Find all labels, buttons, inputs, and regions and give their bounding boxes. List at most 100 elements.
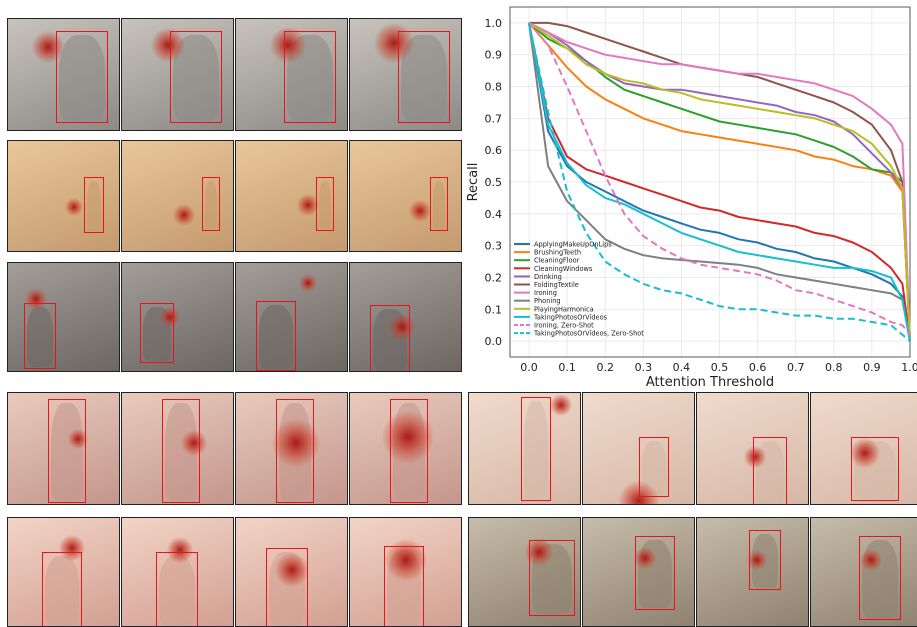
bounding-box [156,552,198,626]
x-tick-label: 1.0 [901,361,917,374]
legend-label: Phoning [534,297,561,305]
bounding-box [266,548,308,626]
image-panel [349,517,462,627]
plot-frame [509,6,911,358]
series-line [528,22,911,342]
legend-label: ApplyingMakeUpOnLips [534,241,612,249]
person-silhouette [87,181,101,231]
y-tick-label: 0.1 [485,303,503,316]
image-panel [810,517,917,627]
attention-heatmap [65,198,83,216]
image-panel [7,140,120,252]
x-tick-label: 0.5 [711,361,729,374]
series-line [528,22,911,342]
y-tick-label: 0.2 [485,271,503,284]
bounding-box [749,530,781,590]
attention-heatmap [25,288,47,310]
image-panel [7,517,120,627]
series-line [528,22,911,342]
bounding-box [390,399,428,503]
image-panel [582,392,695,505]
bounding-box [56,31,108,123]
attention-heatmap [59,535,85,561]
bounding-box [398,31,450,123]
image-panel [349,262,462,372]
series-line [528,22,911,342]
bounding-box [48,399,86,503]
attention-heatmap [634,547,656,569]
attention-heatmap [272,419,320,467]
image-panel [582,517,695,627]
legend-label: TakingPhotosOrVideos, Zero-Shot [533,330,644,338]
person-silhouette [259,305,293,369]
y-axis-label: Recall [466,163,481,202]
y-tick-label: 0.9 [485,49,503,62]
bounding-box [24,303,56,369]
bounding-box [316,177,334,231]
attention-heatmap [275,553,309,587]
x-tick-label: 0.3 [635,361,653,374]
image-panel [235,392,348,505]
attention-heatmap [167,537,193,563]
image-panel [468,392,581,505]
attention-heatmap [374,23,414,63]
legend-label: BrushingTeeth [534,249,581,257]
person-silhouette [59,35,105,121]
attention-heatmap [151,28,185,62]
attention-heatmap [32,31,64,63]
legend-label: CleaningFloor [534,257,580,265]
legend-label: Ironing, Zero-Shot [534,322,594,330]
bounding-box [256,301,296,371]
attention-heatmap [173,204,195,226]
bounding-box [140,303,174,363]
bounding-box [370,305,410,371]
attention-heatmap [744,446,766,468]
legend-label: FoldingTextile [534,281,579,289]
image-panel [468,517,581,627]
attention-heatmap [181,430,207,456]
attention-heatmap [409,200,431,222]
series-lines [528,21,911,342]
y-tick-label: 0.4 [485,208,503,221]
bounding-box [202,177,220,231]
bounding-box [521,397,551,501]
person-silhouette [27,307,53,367]
image-panel [696,392,809,505]
y-tick-label: 0.7 [485,112,503,125]
y-tick-label: 0.5 [485,176,503,189]
attention-heatmap [550,394,572,416]
x-tick-label: 0.8 [825,361,843,374]
image-panel [7,392,120,505]
chart-legend: ApplyingMakeUpOnLipsBrushingTeethCleanin… [514,241,644,338]
attention-heatmap [270,27,306,63]
bounding-box [84,177,104,233]
legend-label: Ironing [534,289,557,297]
x-tick-label: 0.1 [558,361,576,374]
attention-heatmap [747,550,767,570]
bounding-box [851,437,899,501]
image-panel [121,18,234,131]
attention-heatmap [160,307,180,327]
recall-chart: 0.0 0.1 0.2 0.3 0.4 0.5 0.6 0.7 0.8 0.9 1.0 0.0 0.1 0… [466,6,917,390]
bounding-box [384,546,424,626]
image-panel [349,392,462,505]
legend-label: CleaningWindows [534,265,593,273]
image-panel [7,262,120,372]
bounding-box [859,536,901,620]
bounding-box [42,552,82,626]
bounding-box [170,31,222,123]
image-panel [810,392,917,505]
image-panel [696,517,809,627]
image-panel [235,517,348,627]
attention-heatmap [850,438,880,468]
y-tick-label: 0.6 [485,144,503,157]
image-panel [121,392,234,505]
axis-ticks: 0.0 0.1 0.2 0.3 0.4 0.5 0.6 0.7 0.8 0.9 1.0 0.0 0.1 0… [485,17,917,374]
y-tick-label: 0.0 [485,335,503,348]
y-tick-label: 1.0 [485,17,503,30]
series-line [528,22,911,336]
y-tick-label: 0.3 [485,240,503,253]
x-tick-label: 0.6 [749,361,767,374]
series-line [528,22,911,342]
x-axis-label: Attention Threshold [646,375,774,390]
